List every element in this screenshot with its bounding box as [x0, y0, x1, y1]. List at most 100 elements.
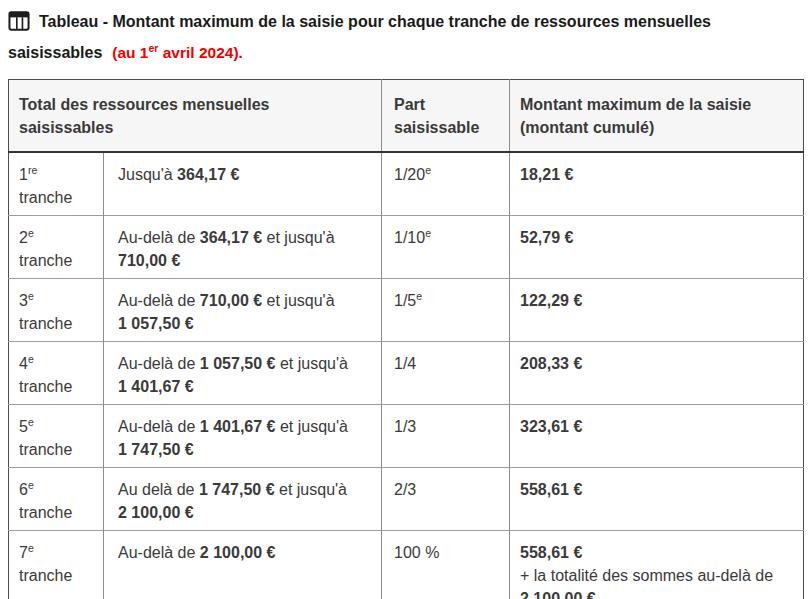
range-prefix: Au-delà de: [118, 544, 200, 561]
tranche-label: tranche: [19, 378, 72, 395]
range-amount-1: 1 401,67 €: [200, 418, 276, 435]
tranche-label: tranche: [19, 315, 72, 332]
table-body: 1retranche Jusqu'à 364,17 € 1/20e 18,21 …: [9, 152, 804, 599]
page-title: Tableau - Montant maximum de la saisie p…: [8, 8, 803, 66]
table-row-6: 6e tranche Au delà de 1 747,50 € et jusqu…: [9, 468, 804, 531]
cell-range: Jusqu'à 364,17 €: [104, 152, 382, 216]
tranche-ordinal-suffix: e: [28, 479, 34, 491]
saisie-table: Total des ressources mensuelles saisissa…: [8, 79, 804, 599]
max-amount: 122,29 €: [520, 292, 582, 309]
range-amount-2: 1 747,50 €: [118, 441, 194, 458]
max-amount: 208,33 €: [520, 355, 582, 372]
cell-tranche: 3etranche: [9, 279, 104, 342]
table-row-2: 2etranche Au-delà de 364,17 € et jusqu'à…: [9, 216, 804, 279]
max-extra-text: + la totalité des sommes au-delà de: [520, 564, 789, 587]
cell-part: 1/4: [382, 342, 510, 405]
range-prefix: Au-delà de: [118, 292, 200, 309]
tranche-number: 4: [19, 355, 28, 372]
cell-tranche: 4e tranche: [9, 342, 104, 405]
header-max: Montant maximum de la saisie (montant cu…: [510, 80, 804, 153]
max-amount: 558,61 €: [520, 481, 582, 498]
range-amount-1: 1 747,50 €: [199, 481, 275, 498]
cell-tranche: 2e tranche: [9, 216, 104, 279]
cell-range: Au-delà de 2 100,00 €: [104, 531, 382, 599]
max-amount: 558,61 €: [520, 544, 582, 561]
tranche-number: 6: [19, 481, 28, 498]
part-ordinal-suffix: e: [425, 164, 431, 176]
tranche-ordinal-suffix: e: [28, 542, 34, 554]
part-value: 1/10: [394, 229, 425, 246]
max-amount: 52,79 €: [520, 229, 573, 246]
range-amount-2: 1 057,50 €: [118, 315, 194, 332]
cell-range: Au-delà de 364,17 € et jusqu'à 710,00 €: [104, 216, 382, 279]
range-amount-2: 710,00 €: [118, 252, 180, 269]
range-prefix: Jusqu'à: [118, 166, 177, 183]
part-value: 1/20: [394, 166, 425, 183]
max-amount: 323,61 €: [520, 418, 582, 435]
date-note-sup: er: [148, 42, 158, 54]
cell-max: 18,21 €: [510, 152, 804, 216]
tranche-label: tranche: [19, 441, 72, 458]
cell-max: 208,33 €: [510, 342, 804, 405]
cell-part: 100 %: [382, 531, 510, 599]
range-middle: et jusqu'à: [275, 355, 347, 372]
table-row-7: 7e tranche Au-delà de 2 100,00 € 100 % 55…: [9, 531, 804, 599]
table-row-1: 1retranche Jusqu'à 364,17 € 1/20e 18,21 …: [9, 152, 804, 216]
max-extra-amount: 2 100,00 €: [520, 587, 789, 599]
cell-part: 1/5e: [382, 279, 510, 342]
cell-range: Au-delà de 710,00 € et jusqu'à 1 057,50 …: [104, 279, 382, 342]
table-row-5: 5e tranche Au-delà de 1 401,67 € et jusqu…: [9, 405, 804, 468]
cell-range: Au-delà de 1 401,67 € et jusqu'à 1 747,5…: [104, 405, 382, 468]
range-prefix: Au-delà de: [118, 229, 200, 246]
range-prefix: Au-delà de: [118, 418, 200, 435]
range-middle: et jusqu'à: [275, 481, 347, 498]
part-value: 2/3: [394, 481, 416, 498]
tranche-number: 1: [19, 166, 28, 183]
part-ordinal-suffix: e: [425, 227, 431, 239]
tranche-ordinal-suffix: e: [28, 416, 34, 428]
table-row-4: 4e tranche Au-delà de 1 057,50 € et jusqu…: [9, 342, 804, 405]
tranche-ordinal-suffix: e: [28, 353, 34, 365]
range-prefix: Au-delà de: [118, 355, 200, 372]
range-amount-1: 1 057,50 €: [200, 355, 276, 372]
cell-max: 52,79 €: [510, 216, 804, 279]
cell-max: 122,29 €: [510, 279, 804, 342]
date-note-post: avril 2024).: [158, 44, 242, 61]
tranche-number: 7: [19, 544, 28, 561]
cell-range: Au-delà de 1 057,50 € et jusqu'à 1 401,6…: [104, 342, 382, 405]
tranche-label: tranche: [19, 567, 72, 584]
tranche-number: 2: [19, 229, 28, 246]
tranche-label: tranche: [19, 504, 72, 521]
range-amount-2: 2 100,00 €: [118, 504, 194, 521]
table-icon: [8, 11, 30, 39]
range-prefix: Au delà de: [118, 481, 199, 498]
tranche-ordinal-suffix: re: [28, 164, 37, 176]
table-row-3: 3etranche Au-delà de 710,00 € et jusqu'à…: [9, 279, 804, 342]
date-note-pre: (au 1: [112, 44, 148, 61]
cell-tranche: 6e tranche: [9, 468, 104, 531]
header-part: Part saisissable: [382, 80, 510, 153]
part-value: 100 %: [394, 544, 439, 561]
range-amount-1: 364,17 €: [177, 166, 239, 183]
cell-part: 2/3: [382, 468, 510, 531]
tranche-number: 3: [19, 292, 28, 309]
header-row: Total des ressources mensuelles saisissa…: [9, 80, 804, 153]
cell-part: 1/10e: [382, 216, 510, 279]
tranche-number: 5: [19, 418, 28, 435]
cell-max: 323,61 €: [510, 405, 804, 468]
table-header: Total des ressources mensuelles saisissa…: [9, 80, 804, 153]
page: Tableau - Montant maximum de la saisie p…: [0, 0, 811, 599]
range-amount-1: 364,17 €: [200, 229, 262, 246]
part-value: 1/4: [394, 355, 416, 372]
range-amount-2: 1 401,67 €: [118, 378, 194, 395]
cell-max: 558,61 € + la totalité des sommes au-delà…: [510, 531, 804, 599]
range-middle: et jusqu'à: [275, 418, 347, 435]
cell-tranche: 5e tranche: [9, 405, 104, 468]
part-value: 1/5: [394, 292, 416, 309]
range-amount-1: 710,00 €: [200, 292, 262, 309]
header-resources: Total des ressources mensuelles saisissa…: [9, 80, 382, 153]
tranche-label: tranche: [19, 252, 72, 269]
cell-part: 1/3: [382, 405, 510, 468]
range-middle: et jusqu'à: [262, 292, 334, 309]
tranche-ordinal-suffix: e: [28, 227, 34, 239]
